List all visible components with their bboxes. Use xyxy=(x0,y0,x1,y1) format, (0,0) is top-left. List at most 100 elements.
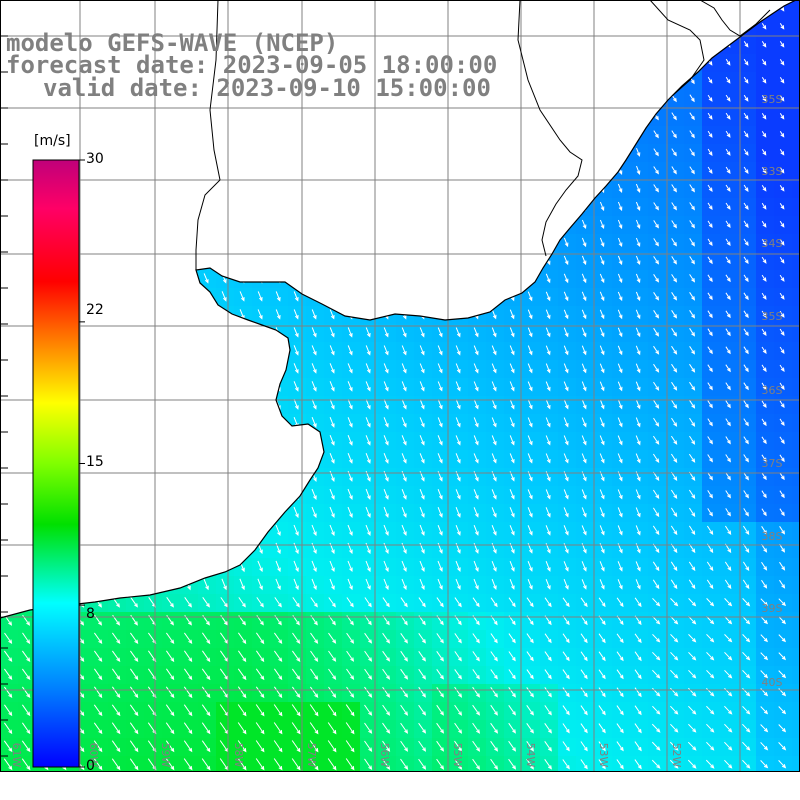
wind-arrow xyxy=(401,273,407,284)
wind-arrow xyxy=(582,129,587,139)
wind-speed-cell xyxy=(162,270,181,289)
wind-speed-cell xyxy=(270,324,289,343)
wind-arrow xyxy=(490,633,498,644)
wind-arrow xyxy=(743,238,749,247)
wind-arrow xyxy=(383,327,389,338)
wind-arrow xyxy=(671,256,677,265)
wind-speed-cell xyxy=(612,576,631,595)
wind-speed-cell xyxy=(378,18,397,37)
wind-arrow xyxy=(23,201,29,212)
wind-arrow xyxy=(418,686,426,698)
wind-arrow xyxy=(203,578,209,591)
wind-speed-cell xyxy=(576,306,595,325)
wind-arrow xyxy=(382,758,391,770)
wind-arrow xyxy=(742,651,751,661)
wind-arrow xyxy=(275,488,281,501)
wind-arrow xyxy=(636,40,641,49)
wind-arrow xyxy=(509,561,515,572)
wind-arrow xyxy=(436,669,444,680)
wind-arrow xyxy=(418,704,427,716)
wind-speed-cell xyxy=(234,216,253,235)
wind-speed-cell xyxy=(486,774,505,793)
wind-speed-cell xyxy=(738,774,757,793)
wind-arrow xyxy=(725,130,731,138)
wind-speed-cell xyxy=(630,396,649,415)
wind-arrow xyxy=(563,165,569,176)
wind-arrow xyxy=(149,309,155,320)
wind-arrow xyxy=(600,22,605,31)
wind-arrow xyxy=(671,363,678,373)
wind-arrow xyxy=(293,363,299,374)
wind-arrow xyxy=(221,309,227,320)
wind-arrow xyxy=(293,452,299,464)
wind-arrow xyxy=(761,418,767,427)
border-line xyxy=(649,0,705,97)
wind-speed-cell xyxy=(576,72,595,91)
wind-speed-cell xyxy=(522,216,541,235)
wind-arrow xyxy=(779,185,785,192)
wind-speed-cell xyxy=(594,396,613,415)
wind-speed-cell xyxy=(234,522,253,541)
wind-arrow xyxy=(203,416,209,428)
wind-arrow xyxy=(778,760,787,769)
wind-speed-cell xyxy=(576,522,595,541)
wind-speed-cell xyxy=(252,486,271,505)
wind-arrow xyxy=(636,130,641,139)
wind-speed-cell xyxy=(594,360,613,379)
wind-arrow xyxy=(492,4,497,13)
wind-speed-cell xyxy=(198,522,217,541)
wind-speed-cell xyxy=(144,468,163,487)
wind-speed-cell xyxy=(306,774,325,793)
wind-arrow xyxy=(418,651,426,662)
wind-arrow xyxy=(347,111,353,122)
wind-arrow xyxy=(743,346,749,355)
wind-arrow xyxy=(239,237,245,248)
wind-arrow xyxy=(239,488,245,501)
wind-arrow xyxy=(689,328,696,337)
wind-arrow xyxy=(328,597,336,608)
wind-speed-cell xyxy=(198,774,217,793)
wind-speed-cell xyxy=(540,504,559,523)
wind-arrow xyxy=(473,111,479,122)
wind-arrow xyxy=(203,237,209,248)
wind-arrow xyxy=(347,399,353,410)
latitude-label: 37S xyxy=(762,457,783,470)
wind-speed-cell xyxy=(648,72,667,91)
wind-speed-cell xyxy=(414,486,433,505)
wind-arrow xyxy=(509,237,515,248)
wind-arrow xyxy=(635,201,641,211)
wind-speed-cell xyxy=(558,18,577,37)
wind-arrow xyxy=(165,632,175,645)
wind-speed-cell xyxy=(0,252,19,271)
wind-speed-cell xyxy=(450,126,469,145)
wind-arrow xyxy=(293,327,299,338)
wind-arrow xyxy=(527,291,533,302)
wind-arrow xyxy=(419,381,425,392)
wind-speed-cell xyxy=(594,756,613,772)
wind-arrow xyxy=(706,651,715,661)
wind-arrow xyxy=(273,722,283,735)
wind-arrow xyxy=(742,525,750,535)
wind-arrow xyxy=(617,255,623,266)
wind-arrow xyxy=(167,129,173,140)
wind-arrow xyxy=(5,165,11,176)
wind-arrow xyxy=(95,524,101,537)
wind-arrow xyxy=(167,470,173,483)
wind-arrow xyxy=(707,382,713,391)
wind-arrow xyxy=(201,704,211,717)
wind-arrow xyxy=(365,111,371,122)
wind-speed-cell xyxy=(684,774,703,793)
wind-speed-cell xyxy=(594,216,613,235)
wind-arrow xyxy=(689,4,695,13)
wind-arrow xyxy=(689,202,695,211)
wind-arrow xyxy=(564,58,569,67)
wind-arrow xyxy=(581,201,587,212)
wind-arrow xyxy=(670,507,678,518)
wind-speed-cell xyxy=(126,342,145,361)
wind-speed-cell xyxy=(270,450,289,469)
wind-arrow xyxy=(185,345,191,356)
wind-speed-cell xyxy=(162,360,181,379)
wind-arrow xyxy=(311,578,317,591)
wind-arrow xyxy=(707,202,713,211)
wind-arrow xyxy=(365,524,371,536)
